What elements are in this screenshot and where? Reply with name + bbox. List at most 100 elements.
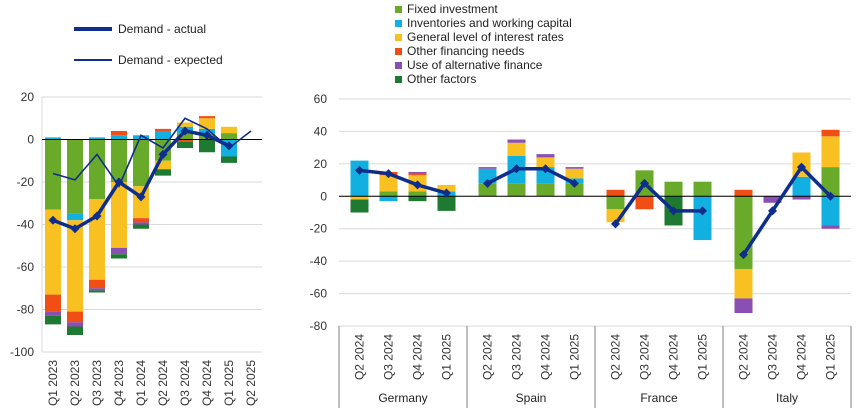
- left-bar-fixed-investment: [89, 139, 105, 199]
- legend-item-other-financing: Other financing needs: [395, 44, 524, 58]
- right-x-tick-label: Q4 2024: [795, 334, 809, 380]
- legend-label-fixed-investment: Fixed investment: [407, 2, 498, 16]
- left-bar-interest-rates: [45, 209, 61, 295]
- left-point-actual: [92, 211, 102, 221]
- left-bar-other-financing: [89, 279, 105, 289]
- left-bar-other-factors: [199, 139, 215, 153]
- left-bar-alt-finance: [133, 222, 149, 225]
- right-x-tick-label: Q3 2024: [510, 334, 524, 380]
- right-bar-interest-rates: [734, 269, 753, 299]
- right-line-actual: [486, 166, 576, 185]
- left-bar-fixed-investment: [111, 139, 127, 182]
- right-x-tick-label: Q4 2024: [411, 334, 425, 380]
- legend-item-other-factors: Other factors: [395, 72, 476, 86]
- right-bar-alt-finance: [507, 139, 526, 143]
- left-y-tick-label: -20: [17, 175, 35, 189]
- left-y-tick-label: -60: [17, 260, 35, 274]
- right-y-tick-label: -40: [310, 254, 328, 268]
- left-bar-inventories: [67, 213, 83, 221]
- left-bar-alt-finance: [45, 311, 61, 316]
- legend-item-expected: Demand - expected: [74, 53, 223, 67]
- legend-swatch-inventories: [395, 19, 402, 27]
- left-x-tick-label: Q3 2024: [178, 360, 192, 406]
- right-bar-other-factors: [350, 199, 369, 213]
- left-y-tick-label: -80: [17, 303, 35, 317]
- right-bar-other-financing: [734, 189, 753, 197]
- right-bar-alt-finance: [565, 167, 584, 169]
- left-point-actual: [202, 130, 212, 140]
- left-bar-other-factors: [111, 254, 127, 259]
- right-bar-alt-finance: [536, 154, 555, 158]
- right-x-tick-label: Q1 2025: [696, 334, 710, 380]
- left-y-tick-label: -100: [10, 345, 34, 359]
- legend-label-alt-finance: Use of alternative finance: [407, 58, 543, 72]
- right-bar-fixed-investment: [565, 183, 584, 197]
- left-bar-other-financing: [177, 139, 193, 142]
- right-x-tick-label: Q1 2025: [824, 334, 838, 380]
- legend-label-inventories: Inventories and working capital: [407, 16, 572, 30]
- right-bar-fixed-investment: [606, 196, 625, 210]
- legend-item-actual: Demand - actual: [74, 22, 206, 36]
- left-bar-interest-rates: [89, 199, 105, 280]
- right-bar-inventories: [379, 196, 398, 202]
- left-bar-other-financing: [155, 128, 171, 131]
- right-bar-alt-finance: [478, 167, 497, 169]
- left-x-tick-label: Q1 2025: [222, 360, 236, 406]
- right-bar-fixed-investment: [536, 183, 555, 197]
- legend-item-inventories: Inventories and working capital: [395, 16, 572, 30]
- left-bar-alt-finance: [111, 247, 127, 255]
- legend-label-expected: Demand - expected: [118, 53, 223, 67]
- left-x-tick-label: Q4 2024: [200, 360, 214, 406]
- right-bar-fixed-investment: [379, 191, 398, 197]
- right-y-tick-label: 40: [314, 124, 328, 138]
- left-bar-inventories: [155, 131, 171, 140]
- right-group-label: France: [640, 391, 678, 405]
- right-bar-fixed-investment: [664, 181, 683, 197]
- right-x-tick-label: Q2 2024: [609, 334, 623, 380]
- left-bar-other-financing: [67, 311, 83, 323]
- left-x-tick-label: Q2 2023: [68, 360, 82, 406]
- right-x-tick-label: Q1 2025: [568, 334, 582, 380]
- right-x-tick-label: Q4 2024: [667, 334, 681, 380]
- right-bar-fixed-investment: [507, 183, 526, 197]
- right-point-actual: [483, 178, 492, 188]
- legend-item-interest-rates: General level of interest rates: [395, 30, 564, 44]
- right-point-actual: [541, 164, 550, 174]
- left-bar-fixed-investment: [177, 133, 193, 140]
- right-y-tick-label: -80: [310, 319, 328, 333]
- legend-label-other-financing: Other financing needs: [407, 44, 525, 58]
- right-point-actual: [355, 165, 364, 175]
- right-group-label: Italy: [776, 391, 798, 405]
- right-point-actual: [570, 178, 579, 188]
- right-bar-alt-finance: [821, 225, 840, 229]
- right-bar-alt-finance: [734, 298, 753, 314]
- left-bar-other-factors: [67, 326, 83, 335]
- right-x-tick-label: Q3 2024: [766, 334, 780, 380]
- left-bar-fixed-investment: [67, 139, 83, 214]
- left-bar-interest-rates: [155, 160, 171, 170]
- legend-label-other-factors: Other factors: [407, 72, 477, 86]
- left-bar-other-factors: [45, 315, 61, 325]
- left-y-tick-label: 20: [21, 90, 35, 104]
- right-bar-inventories: [821, 196, 840, 226]
- right-point-actual: [698, 206, 707, 216]
- right-x-tick-label: Q2 2024: [353, 334, 367, 380]
- legend-swatch-other-financing: [395, 47, 402, 55]
- right-bar-interest-rates: [821, 136, 840, 168]
- left-point-actual: [136, 192, 146, 202]
- right-x-tick-label: Q3 2024: [382, 334, 396, 380]
- left-x-tick-label: Q3 2023: [90, 360, 104, 406]
- right-bar-interest-rates: [379, 175, 398, 192]
- left-bar-interest-rates: [199, 118, 215, 129]
- right-point-actual: [826, 191, 835, 201]
- right-y-tick-label: 0: [320, 189, 327, 203]
- left-bar-fixed-investment: [45, 139, 61, 210]
- left-x-tick-label: Q2 2024: [156, 360, 170, 406]
- right-bar-alt-finance: [792, 196, 811, 200]
- left-bar-inventories: [45, 137, 61, 140]
- right-point-actual: [442, 188, 451, 198]
- right-bar-inventories: [693, 196, 712, 241]
- right-y-tick-label: 60: [314, 92, 328, 106]
- left-bar-fixed-investment: [133, 139, 149, 187]
